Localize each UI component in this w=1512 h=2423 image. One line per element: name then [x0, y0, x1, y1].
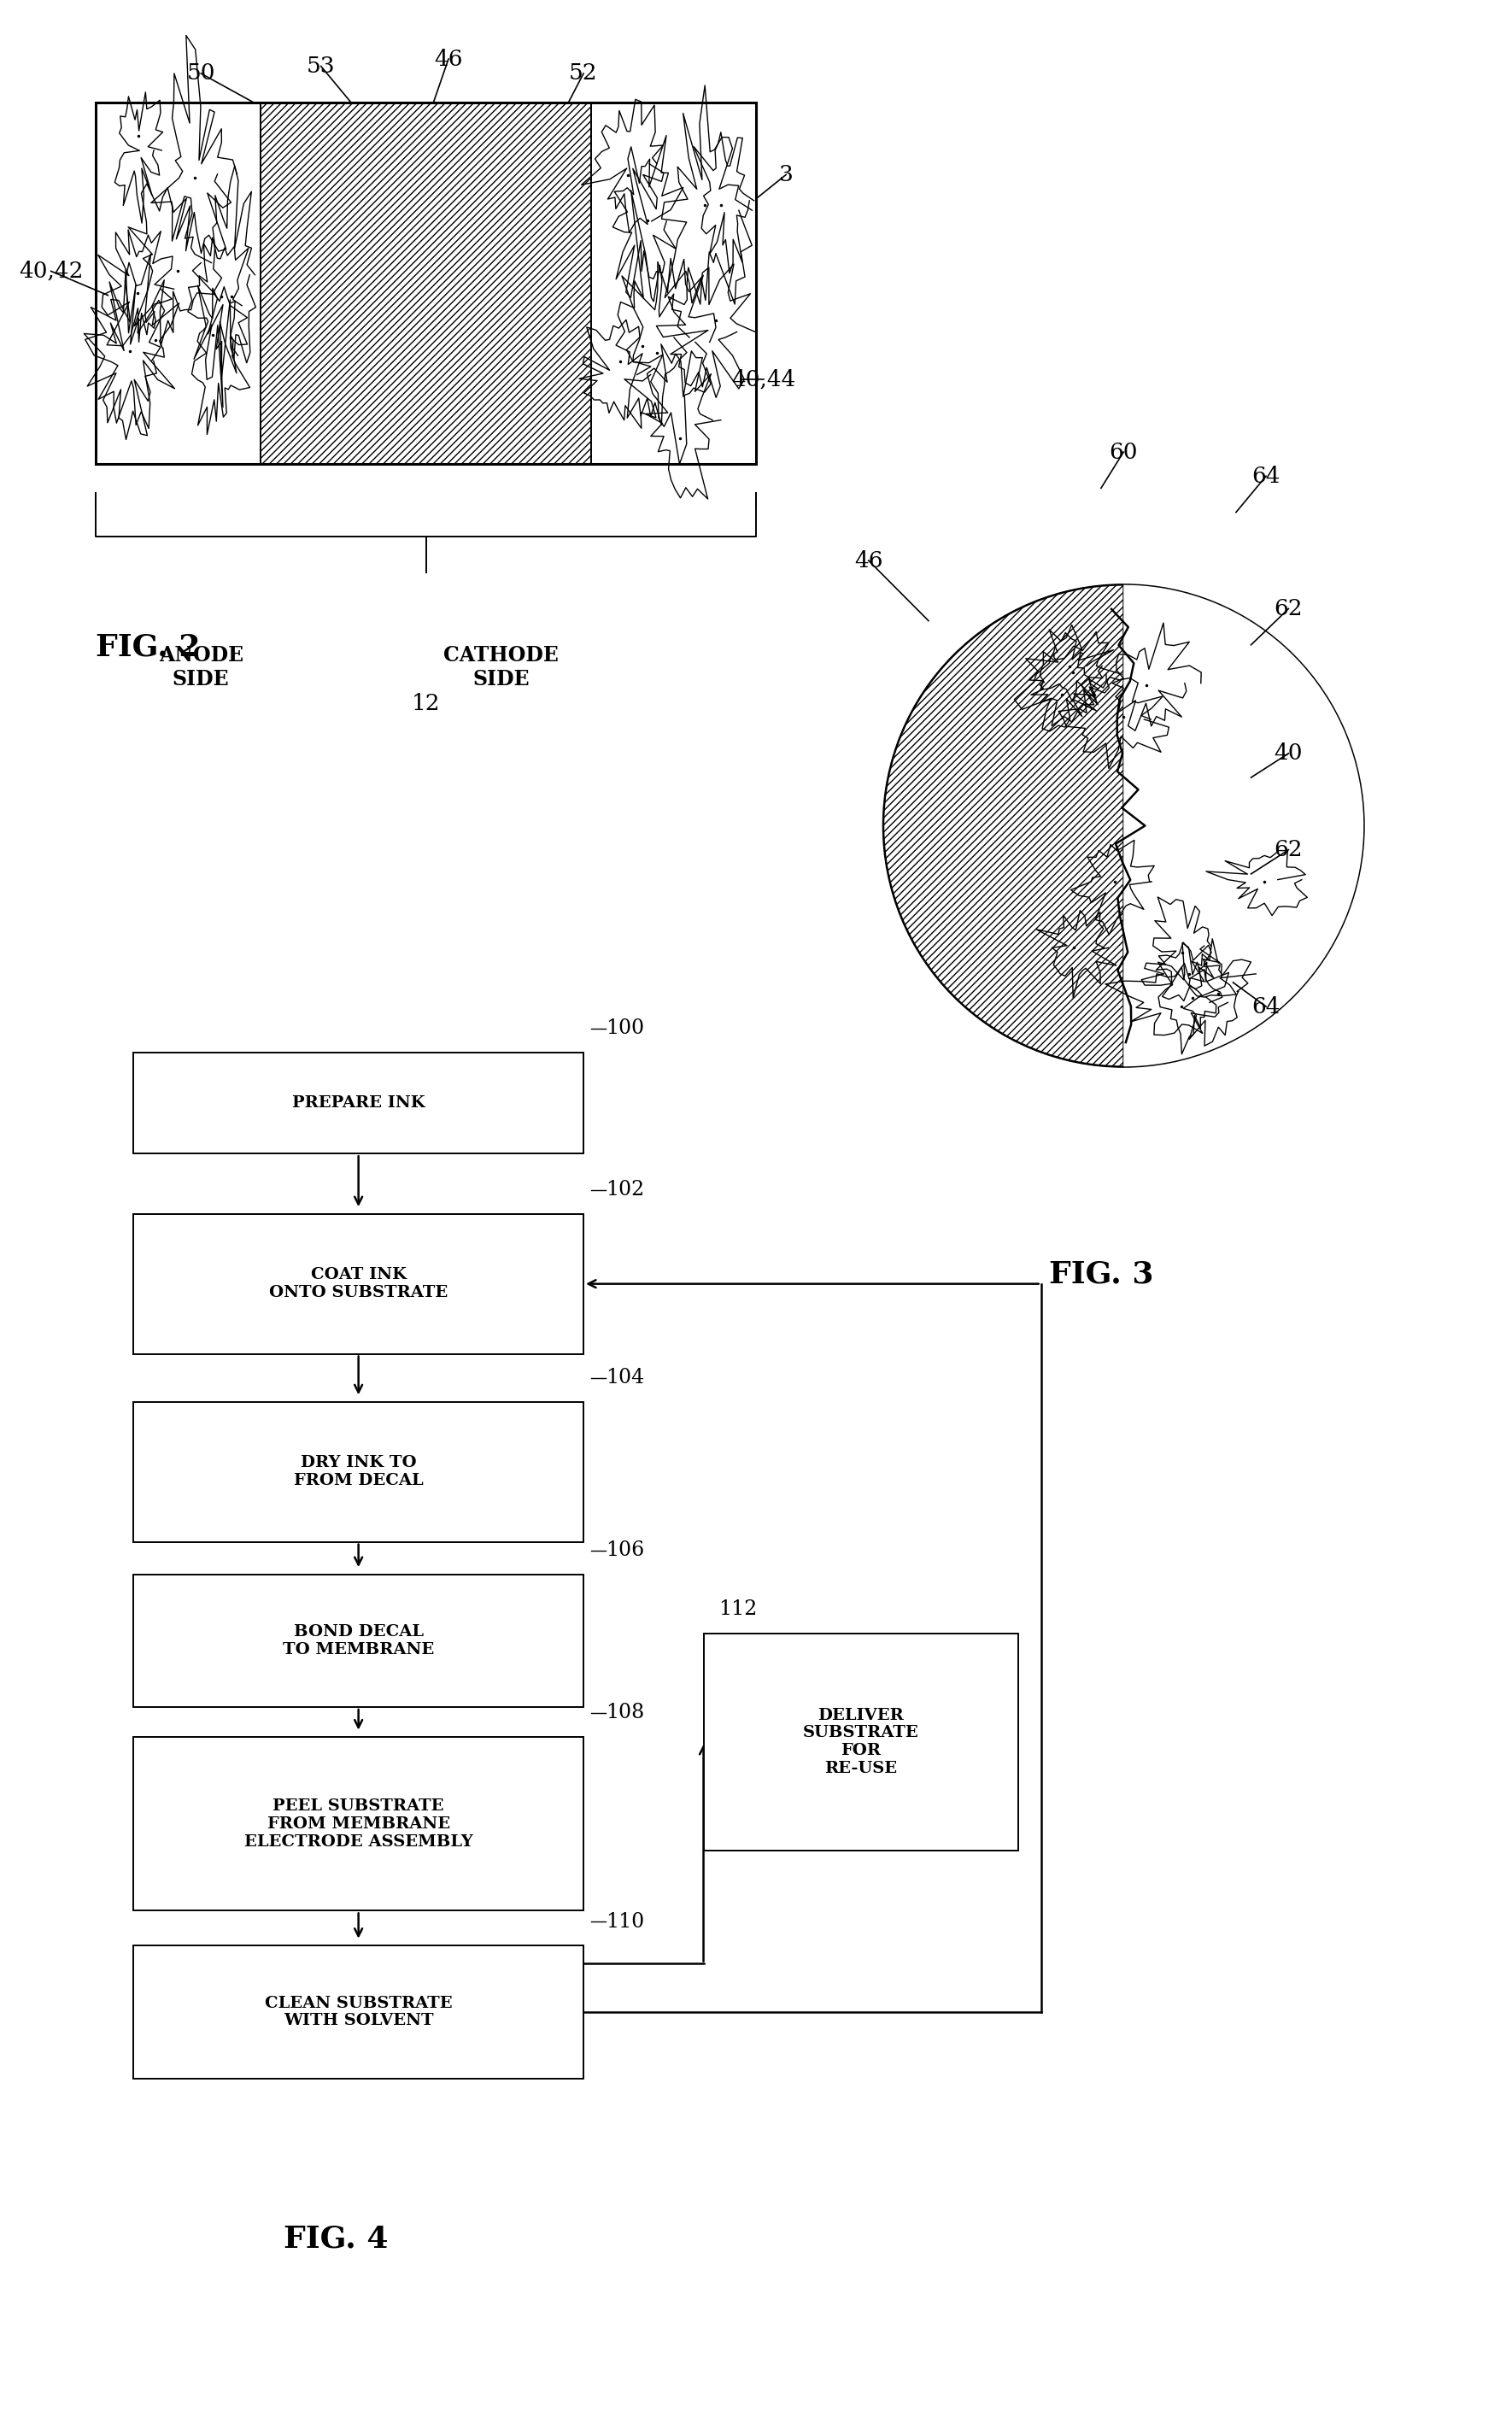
Text: 60: 60: [1110, 441, 1139, 463]
Text: CATHODE
SIDE: CATHODE SIDE: [443, 645, 558, 688]
Text: 40,42: 40,42: [18, 262, 83, 281]
Text: 50: 50: [186, 63, 215, 85]
Text: 40: 40: [1275, 744, 1303, 763]
Text: 62: 62: [1275, 598, 1303, 620]
Text: ANODE
SIDE: ANODE SIDE: [159, 645, 243, 688]
Text: FIG. 2: FIG. 2: [95, 632, 201, 661]
Text: 102: 102: [606, 1180, 644, 1199]
Text: COAT INK
ONTO SUBSTRATE: COAT INK ONTO SUBSTRATE: [269, 1267, 448, 1301]
FancyBboxPatch shape: [133, 1575, 584, 1706]
Text: 64: 64: [1252, 465, 1281, 487]
Polygon shape: [95, 102, 262, 465]
Text: 110: 110: [606, 1912, 644, 1931]
Text: FIG. 3: FIG. 3: [1049, 1260, 1154, 1289]
Text: DRY INK TO
FROM DECAL: DRY INK TO FROM DECAL: [293, 1456, 423, 1488]
Text: 3: 3: [779, 165, 794, 187]
FancyBboxPatch shape: [133, 1737, 584, 1912]
Polygon shape: [591, 102, 756, 465]
FancyBboxPatch shape: [133, 1946, 584, 2079]
Text: 40,44: 40,44: [732, 368, 795, 390]
Text: 112: 112: [718, 1599, 758, 1619]
Text: DELIVER
SUBSTRATE
FOR
RE-USE: DELIVER SUBSTRATE FOR RE-USE: [803, 1708, 919, 1776]
Polygon shape: [262, 102, 591, 465]
Text: 62: 62: [1275, 838, 1303, 860]
Text: PREPARE INK: PREPARE INK: [292, 1095, 425, 1110]
Text: 100: 100: [606, 1018, 644, 1037]
Text: 64: 64: [1252, 996, 1281, 1018]
FancyBboxPatch shape: [133, 1214, 584, 1354]
Text: CLEAN SUBSTRATE
WITH SOLVENT: CLEAN SUBSTRATE WITH SOLVENT: [265, 1997, 452, 2028]
Text: 53: 53: [307, 56, 336, 78]
Text: 106: 106: [606, 1541, 644, 1560]
FancyBboxPatch shape: [133, 1052, 584, 1153]
Text: BOND DECAL
TO MEMBRANE: BOND DECAL TO MEMBRANE: [283, 1623, 434, 1657]
Text: 12: 12: [411, 693, 440, 715]
Ellipse shape: [883, 584, 1364, 1066]
Polygon shape: [1123, 584, 1364, 1066]
Text: 104: 104: [606, 1369, 644, 1388]
Text: 46: 46: [854, 550, 883, 572]
Text: 46: 46: [434, 48, 463, 70]
FancyBboxPatch shape: [133, 1403, 584, 1541]
FancyBboxPatch shape: [703, 1633, 1019, 1851]
Text: 52: 52: [569, 63, 597, 85]
Text: PEEL SUBSTRATE
FROM MEMBRANE
ELECTRODE ASSEMBLY: PEEL SUBSTRATE FROM MEMBRANE ELECTRODE A…: [243, 1798, 473, 1849]
Text: 108: 108: [606, 1703, 644, 1723]
Polygon shape: [883, 584, 1123, 1066]
Text: FIG. 4: FIG. 4: [284, 2224, 389, 2253]
